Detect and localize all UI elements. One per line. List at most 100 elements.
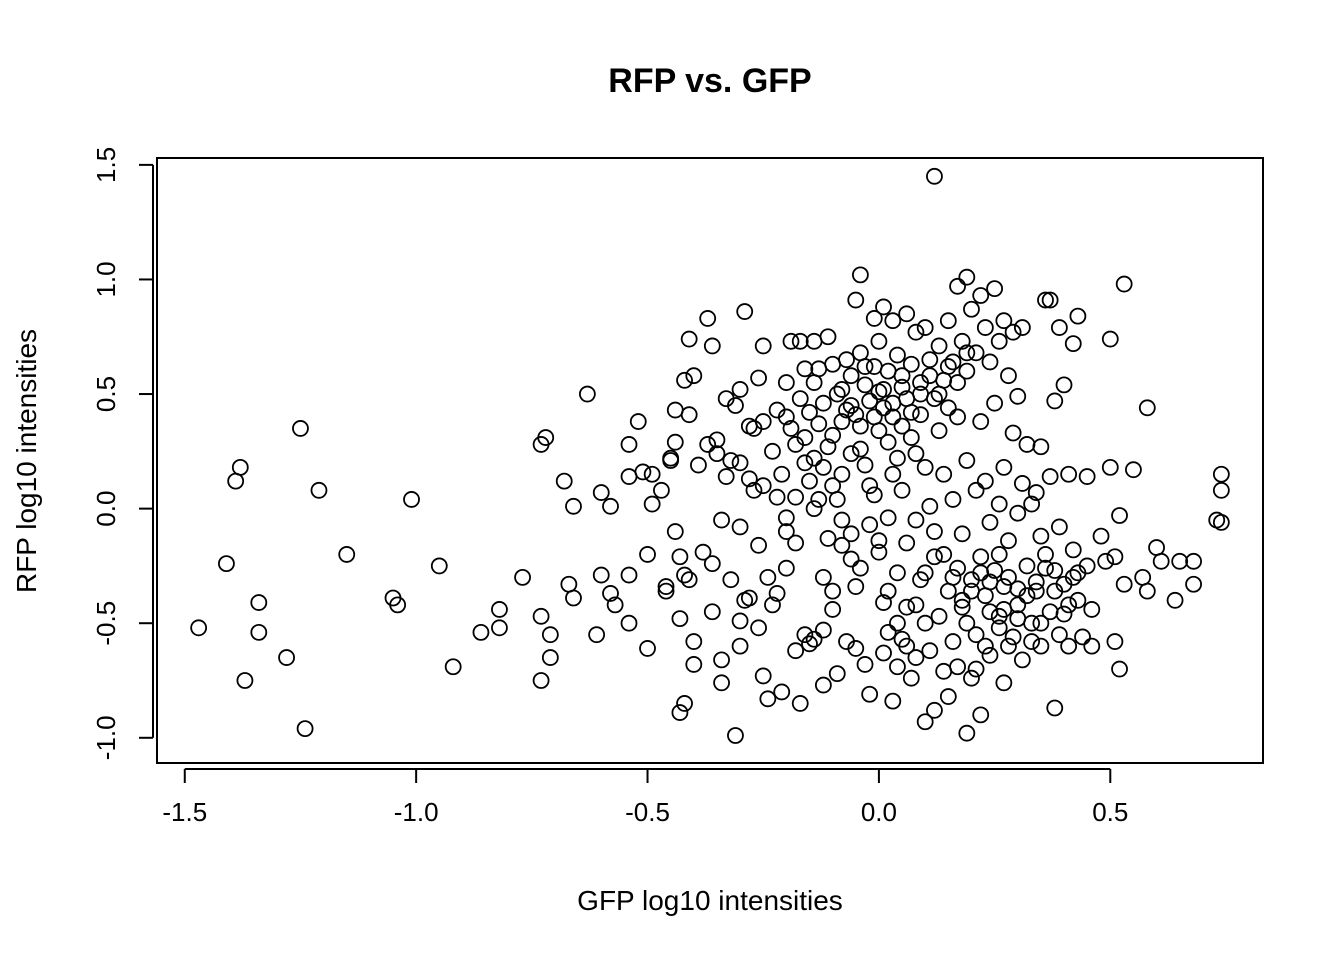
data-point xyxy=(1013,475,1031,492)
data-point xyxy=(810,415,828,433)
data-point xyxy=(703,337,721,355)
data-point xyxy=(935,371,953,389)
data-point xyxy=(1046,562,1064,579)
data-point xyxy=(1060,596,1078,614)
data-point xyxy=(1152,552,1170,570)
data-point xyxy=(981,603,999,621)
data-point xyxy=(995,601,1013,618)
data-point xyxy=(861,516,879,534)
data-point xyxy=(292,420,309,437)
x-axis-label: GFP log10 intensities xyxy=(577,885,843,916)
data-point xyxy=(717,468,735,485)
data-point xyxy=(671,704,689,721)
data-point xyxy=(602,497,619,515)
data-point xyxy=(833,413,851,430)
data-point xyxy=(708,431,726,449)
data-point xyxy=(592,484,610,501)
data-point xyxy=(889,614,906,632)
data-point xyxy=(620,468,638,485)
data-point xyxy=(930,337,948,355)
data-point xyxy=(976,319,994,336)
data-point xyxy=(1060,465,1078,483)
data-point xyxy=(851,266,869,284)
data-point xyxy=(690,456,707,474)
data-point xyxy=(995,578,1013,595)
data-point xyxy=(967,660,985,678)
data-point xyxy=(231,458,249,476)
data-point xyxy=(879,582,897,600)
data-point xyxy=(1000,568,1017,586)
data-point xyxy=(777,408,795,426)
y-axis: -1.0 -0.5 0.0 0.5 1.0 1.5 xyxy=(91,147,154,760)
data-point xyxy=(926,548,943,566)
data-point xyxy=(851,417,869,435)
data-point xyxy=(727,727,744,744)
data-point xyxy=(926,701,943,719)
data-point xyxy=(1212,513,1230,531)
data-point xyxy=(870,532,888,550)
data-point xyxy=(907,649,925,666)
data-point xyxy=(935,465,953,483)
data-point xyxy=(1032,527,1050,545)
data-point xyxy=(296,720,314,738)
data-point xyxy=(1046,699,1064,717)
data-point xyxy=(939,688,957,705)
data-point xyxy=(842,397,860,414)
data-point xyxy=(768,585,786,602)
data-point xyxy=(1037,291,1054,309)
y-tick-label: -0.5 xyxy=(91,601,121,646)
data-point xyxy=(893,417,911,435)
data-point xyxy=(898,305,916,323)
data-point xyxy=(777,523,795,540)
data-point xyxy=(491,619,508,637)
data-point xyxy=(870,543,888,561)
data-point xyxy=(916,564,934,582)
data-point xyxy=(1166,591,1184,609)
data-point xyxy=(727,397,744,414)
data-point xyxy=(856,376,874,394)
x-tick-label: 0.5 xyxy=(1092,797,1128,827)
data-point xyxy=(921,642,939,660)
data-point xyxy=(713,674,730,692)
data-point xyxy=(541,626,559,644)
data-point xyxy=(1004,424,1022,442)
y-tick-label: 0.5 xyxy=(91,376,121,412)
data-point xyxy=(1009,387,1027,405)
data-point xyxy=(847,406,865,424)
data-point xyxy=(250,623,268,641)
data-point xyxy=(750,536,767,554)
data-point xyxy=(930,422,948,440)
data-point xyxy=(634,463,652,481)
data-point xyxy=(805,332,823,350)
data-point xyxy=(472,623,490,641)
data-point xyxy=(824,582,842,600)
data-point xyxy=(898,637,916,655)
data-point xyxy=(620,614,638,632)
data-point xyxy=(787,642,805,660)
data-point xyxy=(879,623,897,641)
data-point xyxy=(1032,438,1050,456)
data-point xyxy=(884,692,902,710)
data-point xyxy=(953,332,971,350)
data-point xyxy=(1050,626,1068,644)
data-point xyxy=(602,585,619,602)
data-point xyxy=(833,465,851,483)
data-point xyxy=(1023,633,1041,650)
data-point xyxy=(953,591,971,609)
data-point xyxy=(1078,468,1096,485)
data-point xyxy=(777,559,795,577)
x-tick-label: -1.5 xyxy=(162,797,207,827)
data-point xyxy=(949,559,966,577)
data-point xyxy=(745,420,763,437)
data-point xyxy=(828,491,846,508)
data-point xyxy=(754,337,772,355)
data-point xyxy=(1064,568,1082,586)
data-point xyxy=(578,385,596,403)
data-point xyxy=(1101,458,1119,476)
data-point xyxy=(1097,552,1115,570)
data-point xyxy=(791,695,809,712)
data-point xyxy=(1111,507,1128,524)
data-point xyxy=(773,683,791,701)
data-point xyxy=(963,669,980,687)
x-tick-label: -0.5 xyxy=(625,797,670,827)
